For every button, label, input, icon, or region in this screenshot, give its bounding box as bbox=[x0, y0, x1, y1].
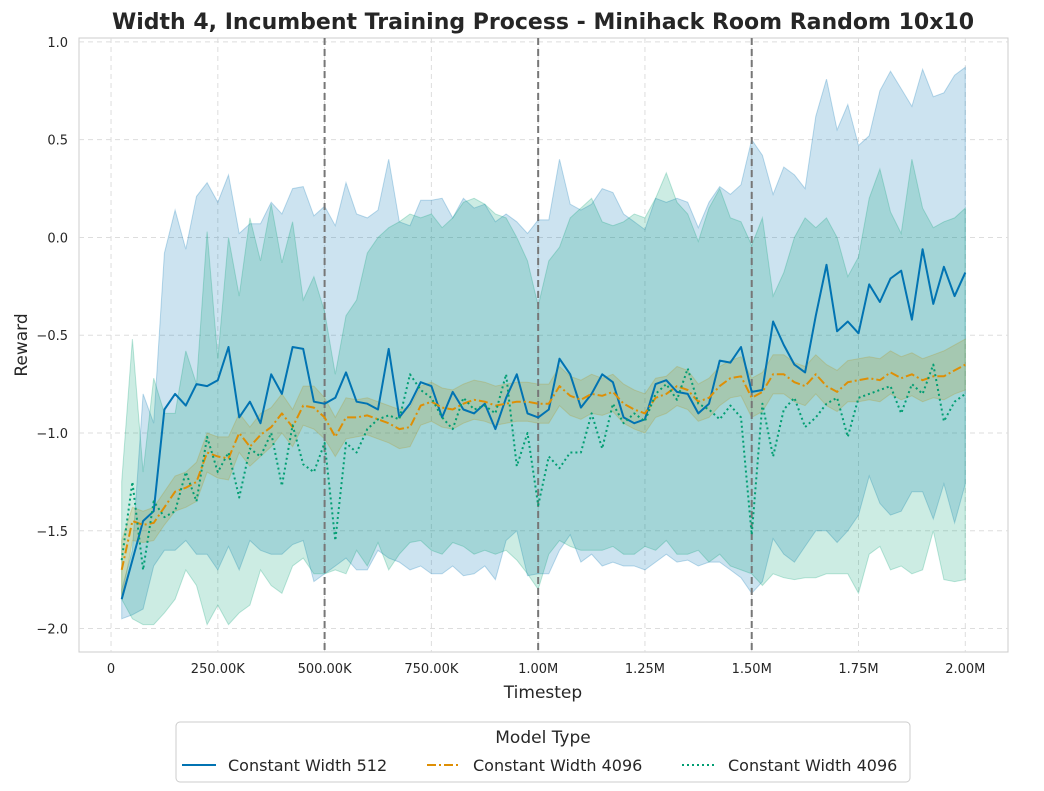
y-tick-label: 0.0 bbox=[47, 231, 68, 246]
series-line bbox=[120, 248, 967, 600]
y-tick-label: −1.0 bbox=[36, 427, 68, 442]
y-axis-label: Reward bbox=[12, 313, 32, 376]
x-tick-label: 1.75M bbox=[838, 662, 878, 677]
y-tick-label: 1.0 bbox=[47, 36, 68, 51]
y-tick-label: −2.0 bbox=[36, 623, 68, 638]
x-tick-label: 1.25M bbox=[625, 662, 665, 677]
x-tick-label: 0 bbox=[107, 662, 115, 677]
legend-title: Model Type bbox=[495, 728, 591, 748]
legend: Model Type Constant Width 512 Constant Wi… bbox=[175, 721, 911, 783]
y-tick-label: −1.5 bbox=[36, 525, 68, 540]
phase-boundary-lines bbox=[323, 38, 753, 652]
x-tick-label: 500.00K bbox=[298, 662, 352, 677]
legend-box bbox=[175, 721, 911, 783]
y-tick-label: 0.5 bbox=[47, 134, 68, 149]
legend-label: Constant Width 4096 bbox=[473, 756, 642, 775]
x-axis-label: Timestep bbox=[503, 683, 582, 703]
series-lines bbox=[120, 248, 967, 600]
plot-area bbox=[78, 37, 1009, 653]
x-tick-label: 250.00K bbox=[191, 662, 245, 677]
chart-title: Width 4, Incumbent Training Process - Mi… bbox=[112, 10, 974, 35]
x-tick-label: 2.00M bbox=[945, 662, 985, 677]
grid-lines bbox=[79, 38, 1008, 652]
confidence-band bbox=[121, 66, 966, 620]
legend-label: Constant Width 4096 bbox=[728, 756, 897, 775]
x-tick-label: 1.00M bbox=[518, 662, 558, 677]
x-tick-labels: 0 250.00K 500.00K 750.00K 1.00M 1.25M 1.50M 1.7… bbox=[107, 662, 985, 677]
legend-items: Constant Width 512 Constant Width 4096 Con… bbox=[182, 756, 897, 775]
legend-label: Constant Width 512 bbox=[228, 756, 387, 775]
y-tick-labels: −2.0 −1.5 −1.0 −0.5 0.0 0.5 1.0 bbox=[36, 36, 68, 638]
x-tick-label: 1.50M bbox=[732, 662, 772, 677]
series-line bbox=[120, 363, 966, 571]
x-tick-label: 750.00K bbox=[404, 662, 458, 677]
y-tick-label: −0.5 bbox=[36, 329, 68, 344]
